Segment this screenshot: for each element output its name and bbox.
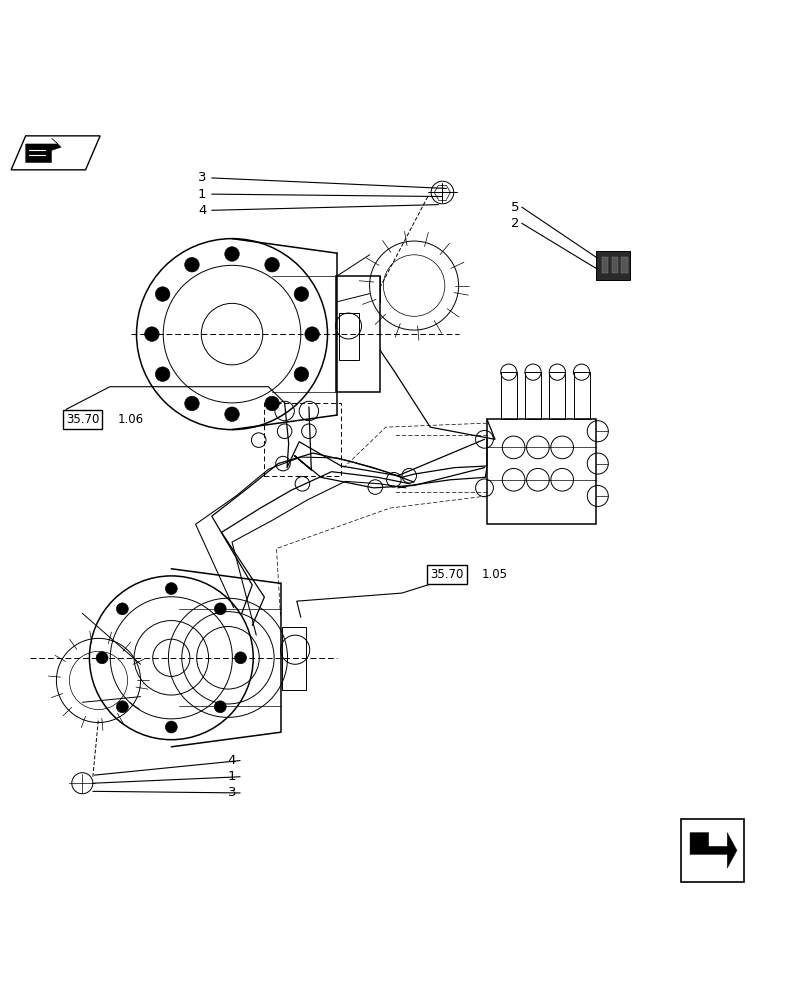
Text: 1.06: 1.06 bbox=[118, 413, 144, 426]
Text: 5: 5 bbox=[510, 201, 519, 214]
Text: 1: 1 bbox=[198, 188, 206, 201]
Circle shape bbox=[294, 287, 308, 301]
Circle shape bbox=[144, 327, 159, 341]
Text: 4: 4 bbox=[228, 754, 236, 767]
Circle shape bbox=[165, 721, 177, 733]
Circle shape bbox=[264, 396, 279, 411]
Bar bbox=[548, 372, 564, 419]
Bar bbox=[611, 257, 617, 273]
Circle shape bbox=[225, 247, 239, 261]
Circle shape bbox=[96, 652, 108, 664]
Bar bbox=[282, 627, 306, 690]
Circle shape bbox=[214, 603, 226, 615]
Bar bbox=[335, 276, 380, 392]
Polygon shape bbox=[689, 833, 736, 868]
Circle shape bbox=[165, 583, 177, 595]
Circle shape bbox=[304, 327, 319, 341]
Circle shape bbox=[116, 701, 128, 713]
Text: 2: 2 bbox=[510, 217, 519, 230]
Bar bbox=[338, 313, 358, 360]
Circle shape bbox=[184, 257, 199, 272]
Circle shape bbox=[225, 407, 239, 422]
Text: 3: 3 bbox=[198, 171, 206, 184]
Bar bbox=[601, 257, 607, 273]
Bar bbox=[595, 251, 629, 280]
Circle shape bbox=[214, 701, 226, 713]
Text: 1: 1 bbox=[228, 770, 236, 783]
Polygon shape bbox=[45, 138, 61, 150]
Bar bbox=[573, 372, 589, 419]
Polygon shape bbox=[26, 144, 51, 163]
Circle shape bbox=[264, 257, 279, 272]
Bar bbox=[487, 419, 595, 524]
Bar bbox=[680, 819, 744, 882]
Circle shape bbox=[234, 652, 247, 664]
Circle shape bbox=[116, 603, 128, 615]
Text: 4: 4 bbox=[198, 204, 206, 217]
Text: 35.70: 35.70 bbox=[430, 568, 463, 581]
Bar bbox=[524, 372, 540, 419]
Text: 3: 3 bbox=[228, 786, 236, 799]
Bar bbox=[500, 372, 517, 419]
Bar bbox=[620, 257, 627, 273]
Circle shape bbox=[184, 396, 199, 411]
Text: 35.70: 35.70 bbox=[66, 413, 100, 426]
Text: 1.05: 1.05 bbox=[481, 568, 507, 581]
Polygon shape bbox=[11, 136, 100, 170]
Circle shape bbox=[155, 287, 169, 301]
Circle shape bbox=[294, 367, 308, 381]
Bar bbox=[264, 403, 341, 476]
Circle shape bbox=[155, 367, 169, 381]
